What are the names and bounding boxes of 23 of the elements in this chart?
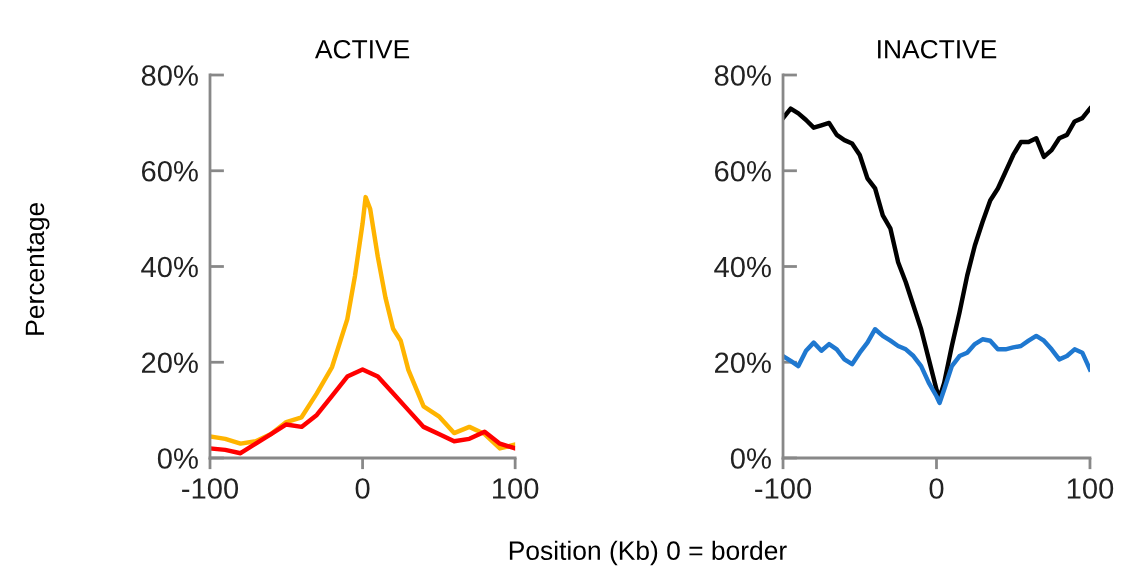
x-axis-title: Position (Kb) 0 = border <box>509 540 787 566</box>
x-tick-label: 0 <box>355 478 370 499</box>
y-tick-label: 40% <box>714 256 771 278</box>
x-tick-label: 100 <box>1067 478 1114 499</box>
y-tick-label: 60% <box>141 160 198 182</box>
y-tick-label: 20% <box>715 352 771 374</box>
x-tick-label: 100 <box>493 478 539 499</box>
y-tick-label: 40% <box>141 256 198 278</box>
x-tick-label: 0 <box>929 478 944 499</box>
y-tick-label: 80% <box>141 65 198 86</box>
y-tick-label: 20% <box>141 352 198 374</box>
x-tick-label: -100 <box>182 478 239 499</box>
y-tick-label: 0% <box>157 448 198 469</box>
x-tick-label: -100 <box>755 478 812 499</box>
y-tick-label: 60% <box>715 160 771 182</box>
y-tick-label: 80% <box>714 65 771 86</box>
chart-title: INACTIVE <box>878 39 997 59</box>
y-tick-label: 0% <box>730 448 771 469</box>
chart-title: ACTIVE <box>314 39 410 59</box>
line-series <box>210 367 516 456</box>
line-series <box>783 327 1090 406</box>
line-series <box>210 194 516 451</box>
y-axis-title: Percentage <box>25 202 50 335</box>
